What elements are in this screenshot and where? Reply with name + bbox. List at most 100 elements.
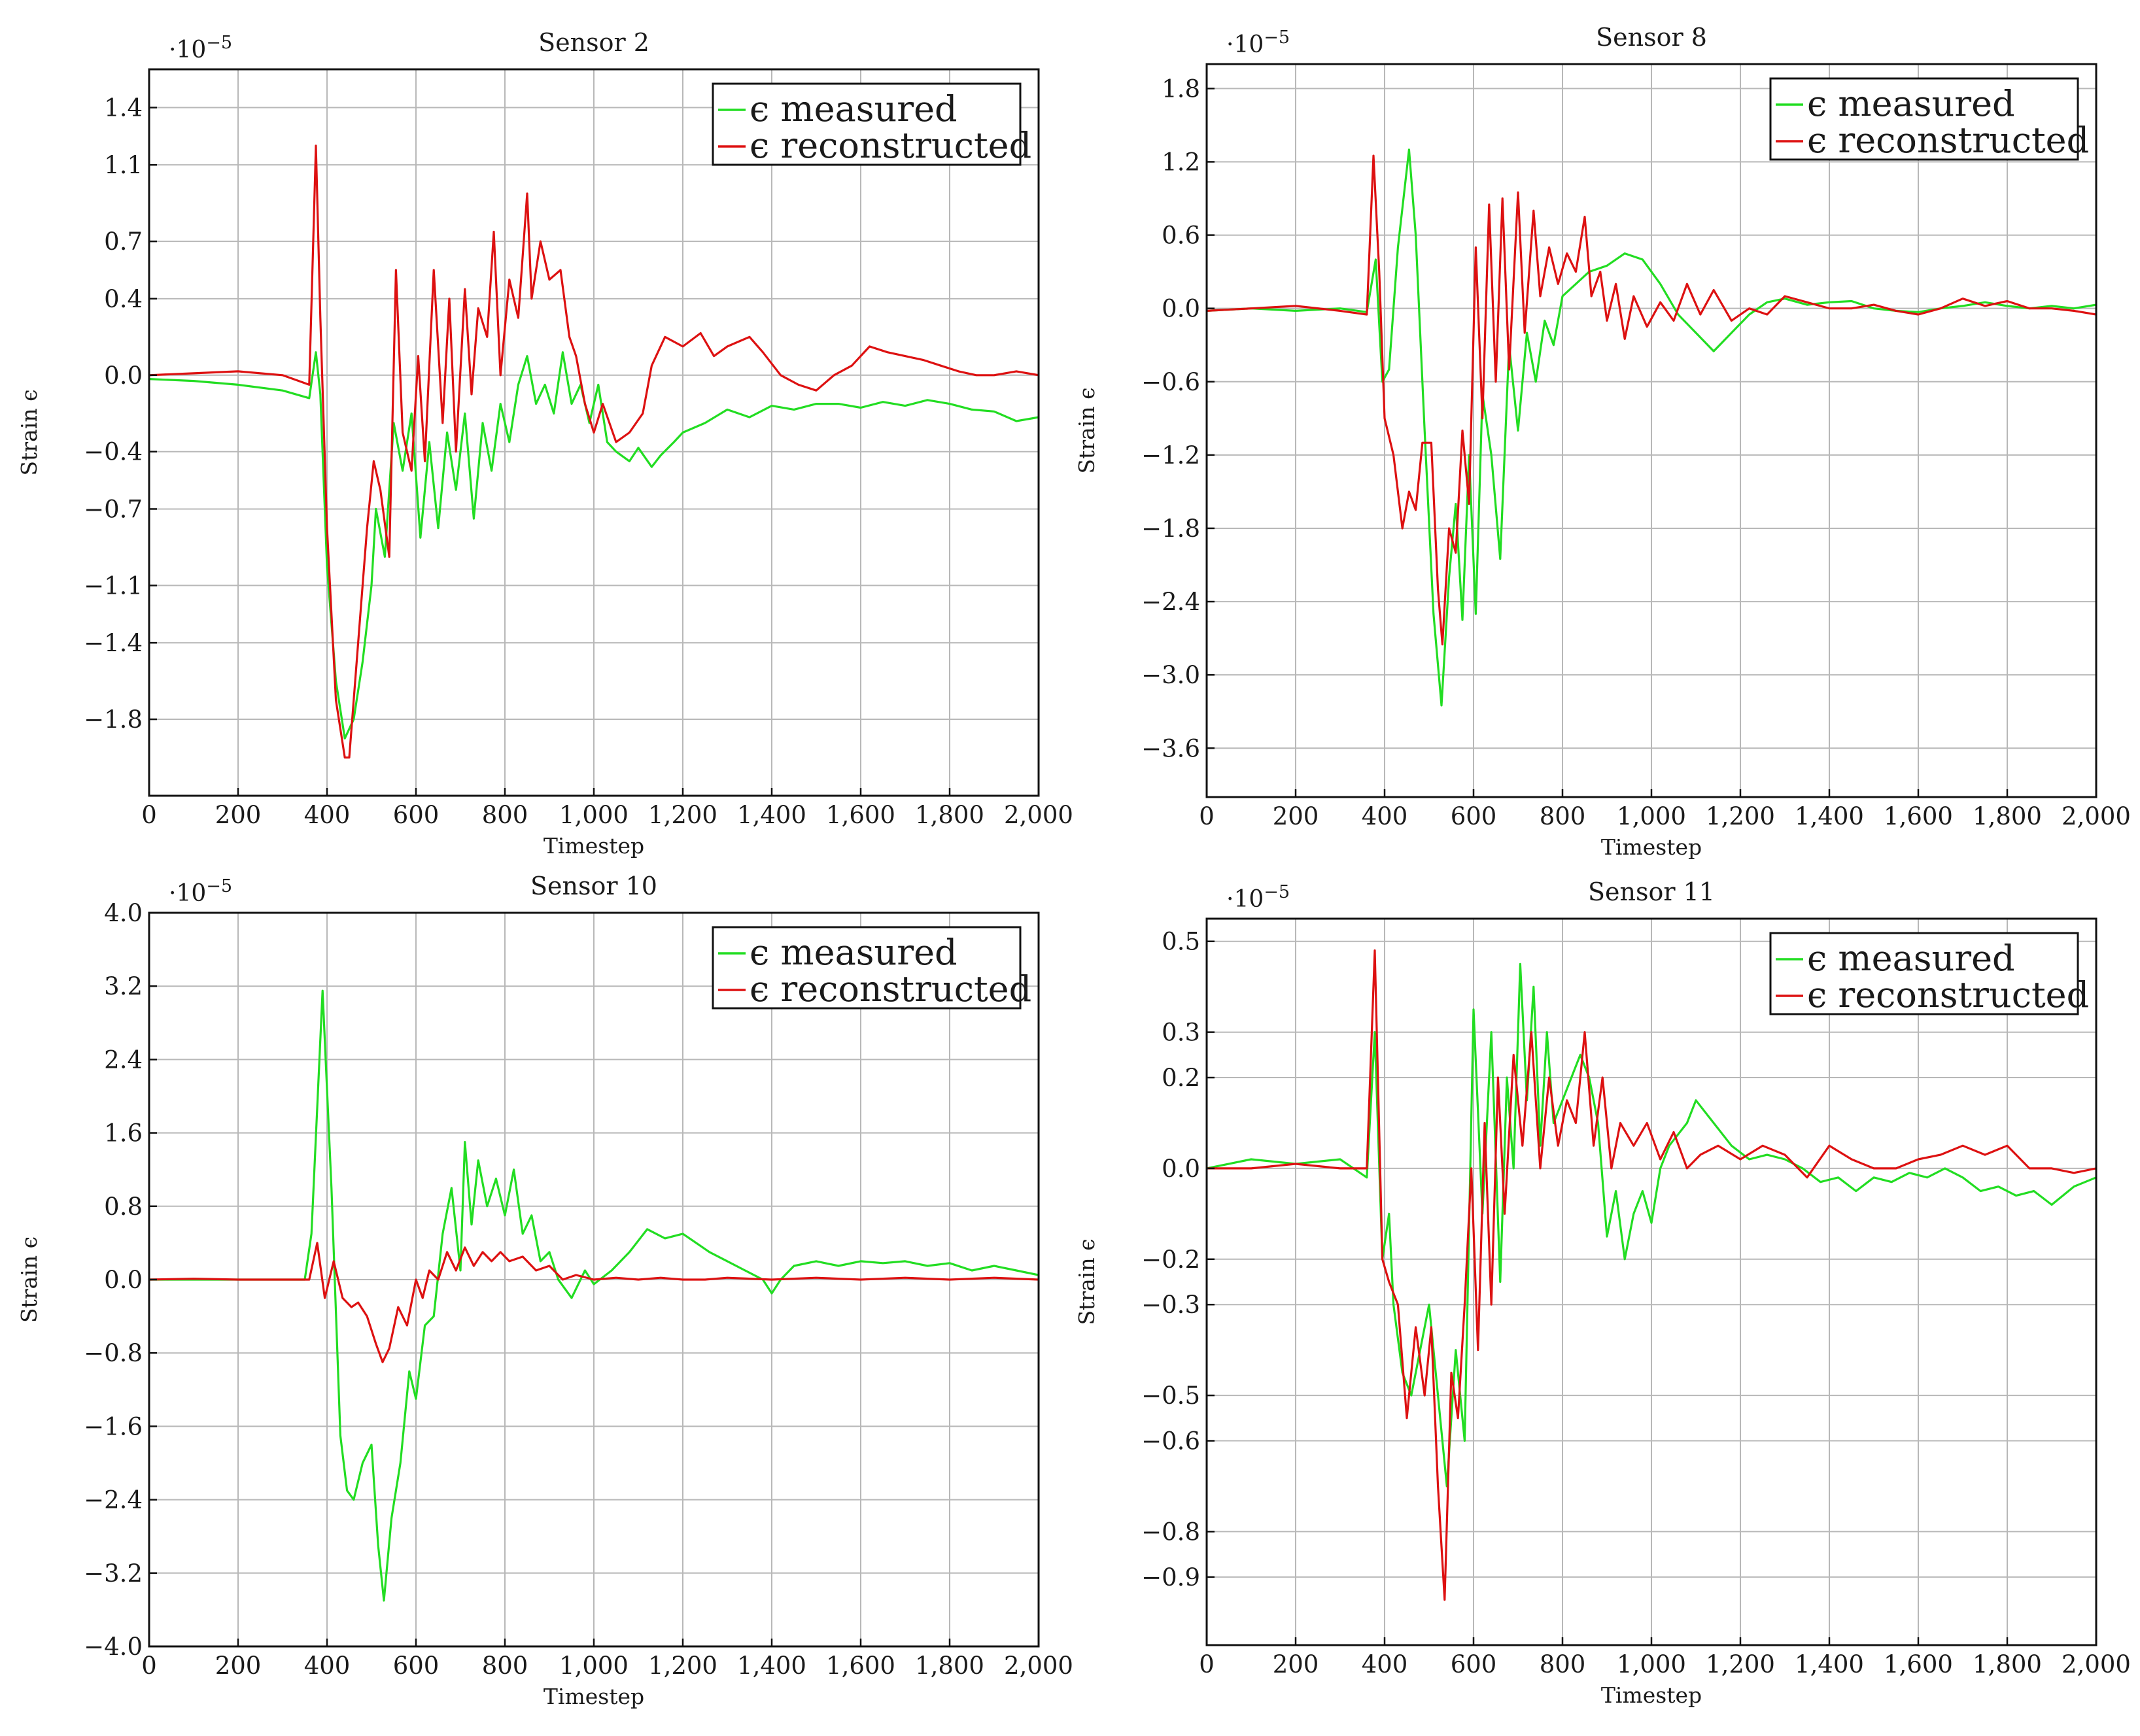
y-axis-label: Strain ϵ (16, 1236, 42, 1323)
x-tick-label: 1,000 (1617, 1650, 1686, 1678)
chart-title: Sensor 8 (1596, 23, 1707, 52)
y-axis-label: Strain ϵ (16, 389, 42, 475)
x-tick-label: 400 (304, 1652, 351, 1680)
y-tick-label: 0.8 (104, 1193, 143, 1221)
x-tick-label: 1,800 (915, 801, 984, 829)
x-tick-label: 400 (1362, 1650, 1408, 1678)
x-tick-label: 600 (393, 1652, 440, 1680)
x-tick-label: 0 (141, 801, 157, 829)
chart-title: Sensor 11 (1588, 877, 1715, 906)
x-tick-label: 800 (1540, 802, 1586, 830)
x-tick-label: 1,200 (648, 1652, 717, 1680)
x-tick-label: 1,800 (1973, 802, 2042, 830)
legend-label: ϵ reconstructed (1807, 120, 2089, 161)
x-tick-label: 2,000 (2062, 802, 2131, 830)
legend-label: ϵ measured (1807, 938, 2015, 979)
y-tick-label: 0.7 (104, 228, 143, 256)
x-tick-label: 200 (215, 1652, 262, 1680)
y-tick-label: 1.4 (104, 94, 143, 122)
legend-label: ϵ reconstructed (750, 968, 1031, 1010)
x-axis-label: Timestep (544, 1684, 644, 1709)
y-axis-label: Strain ϵ (1074, 1238, 1099, 1325)
x-tick-label: 2,000 (1004, 1652, 1073, 1680)
axis-multiplier: ·10−5 (1226, 882, 1290, 913)
x-tick-label: 1,200 (1706, 802, 1775, 830)
series-reconstructed-line (1207, 154, 2096, 646)
x-axis-label: Timestep (1601, 1682, 1702, 1708)
x-tick-label: 1,200 (648, 801, 717, 829)
y-tick-label: −1.2 (1141, 441, 1200, 469)
y-tick-label: −0.7 (84, 495, 143, 523)
x-tick-label: 200 (1273, 1650, 1319, 1678)
x-tick-label: 1,000 (559, 801, 629, 829)
y-tick-label: −0.3 (1141, 1291, 1200, 1319)
y-tick-label: −0.2 (1141, 1246, 1200, 1274)
x-tick-label: 0 (1199, 802, 1215, 830)
y-tick-label: −0.8 (84, 1339, 143, 1367)
x-axis-label: Timestep (544, 833, 644, 859)
x-tick-label: 1,400 (1795, 802, 1864, 830)
y-tick-label: −1.1 (84, 571, 143, 600)
y-tick-label: 0.0 (1162, 1155, 1200, 1183)
chart-title: Sensor 2 (538, 28, 649, 57)
x-tick-label: 800 (482, 1652, 528, 1680)
x-tick-label: 1,800 (1973, 1650, 2042, 1678)
y-tick-label: −4.0 (84, 1633, 143, 1661)
x-tick-label: 400 (304, 801, 351, 829)
y-tick-label: 0.3 (1162, 1019, 1200, 1047)
legend-label: ϵ measured (750, 88, 958, 129)
axis-multiplier: ·10−5 (169, 33, 232, 63)
y-tick-label: −1.8 (84, 706, 143, 734)
chart-panel-3: 0 200 400 600 800 1,000 1,200 1,400 1,600 1,800 2,… (16, 872, 1073, 1709)
y-tick-label: −3.6 (1141, 734, 1200, 762)
chart-panel-1: 0 200 400 600 800 1,000 1,200 1,400 1,600 1,800 2,… (16, 28, 1073, 859)
y-tick-label: 4.0 (104, 899, 143, 927)
y-tick-label: −1.8 (1141, 515, 1200, 543)
y-tick-label: −0.6 (1141, 368, 1200, 396)
y-tick-label: −0.5 (1141, 1382, 1200, 1410)
x-tick-label: 1,400 (737, 1652, 806, 1680)
x-tick-label: 1,200 (1706, 1650, 1775, 1678)
y-tick-label: 0.2 (1162, 1064, 1200, 1092)
y-tick-label: −2.4 (84, 1486, 143, 1514)
legend-box (1769, 932, 2079, 1015)
y-tick-label: 0.6 (1162, 222, 1200, 250)
y-tick-label: −0.9 (1141, 1563, 1200, 1591)
chart-panel-4: 0 200 400 600 800 1,000 1,200 1,400 1,600 1,800 2,… (1074, 877, 2131, 1708)
x-tick-label: 1,400 (1795, 1650, 1864, 1678)
series-reconstructed-line (149, 145, 1039, 759)
y-tick-label: −2.4 (1141, 588, 1200, 616)
y-tick-label: 0.0 (104, 362, 143, 390)
y-tick-label: 1.6 (104, 1119, 143, 1148)
y-tick-label: 0.5 (1162, 928, 1200, 956)
x-tick-label: 1,800 (915, 1652, 984, 1680)
y-tick-label: 2.4 (104, 1046, 143, 1074)
x-tick-label: 400 (1362, 802, 1408, 830)
x-tick-label: 1,600 (826, 1652, 895, 1680)
x-tick-label: 1,600 (1884, 1650, 1953, 1678)
y-tick-label: 1.1 (104, 151, 143, 179)
legend-box (712, 82, 1022, 166)
y-tick-label: −3.2 (84, 1559, 143, 1588)
x-axis-label: Timestep (1601, 834, 1702, 860)
y-tick-label: −1.6 (84, 1412, 143, 1440)
series-measured-line (149, 351, 1039, 740)
x-tick-label: 1,400 (737, 801, 806, 829)
x-tick-label: 1,600 (1884, 802, 1953, 830)
y-tick-label: 0.0 (104, 1266, 143, 1294)
x-tick-label: 200 (1273, 802, 1319, 830)
series-group (1207, 148, 2096, 707)
x-tick-label: 600 (393, 801, 440, 829)
legend-label: ϵ reconstructed (750, 125, 1031, 166)
chart-panel-2: 0 200 400 600 800 1,000 1,200 1,400 1,600 1,800 2,… (1074, 23, 2131, 860)
y-tick-label: 0.0 (1162, 295, 1200, 323)
x-tick-label: 800 (1540, 1650, 1586, 1678)
legend-box (1769, 77, 2079, 161)
legend-box (712, 926, 1022, 1010)
x-tick-label: 600 (1451, 1650, 1497, 1678)
legend-label: ϵ measured (1807, 83, 2015, 124)
